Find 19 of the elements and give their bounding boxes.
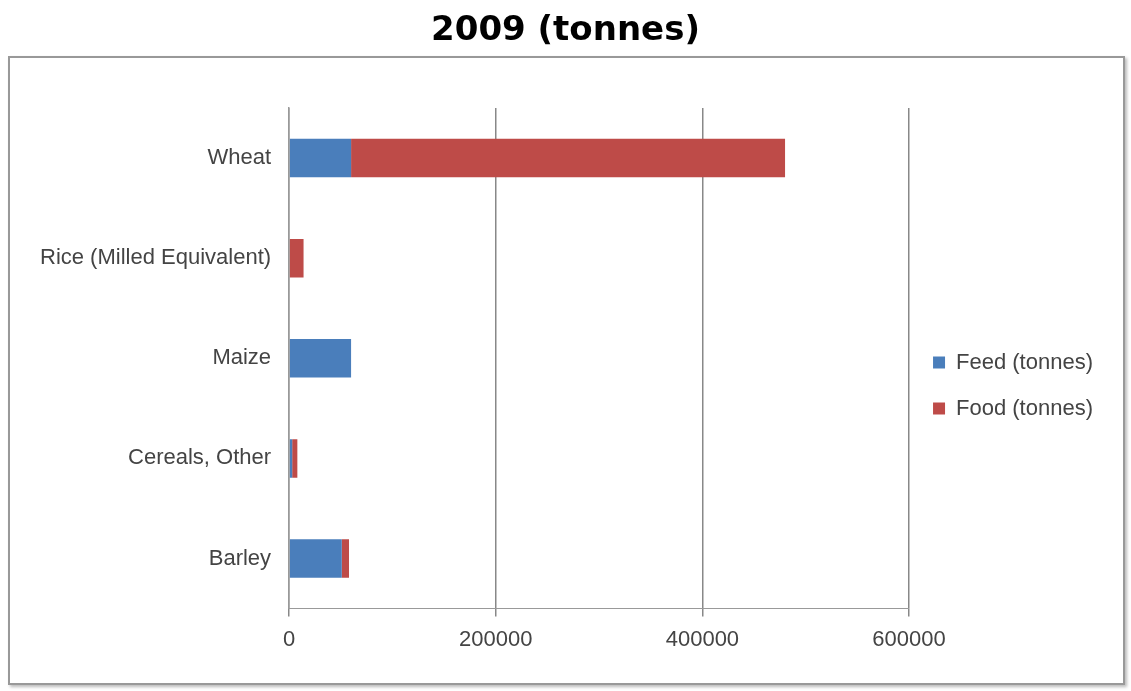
bar	[351, 138, 786, 178]
y-tick-label: Barley	[208, 544, 272, 570]
chart-title: 2009 (tonnes)	[430, 8, 701, 48]
x-tick-label: 600000	[872, 625, 946, 651]
bar	[289, 539, 342, 578]
bar	[341, 539, 350, 578]
y-tick-label: Maize	[212, 344, 272, 370]
y-tick-label: Wheat	[207, 144, 272, 170]
bar	[289, 339, 352, 378]
x-tick-label: 0	[282, 625, 296, 651]
legend-label: Food (tonnes)	[956, 394, 1094, 420]
bar	[292, 439, 298, 478]
x-tick-label: 400000	[665, 625, 740, 651]
legend-label: Feed (tonnes)	[956, 348, 1094, 374]
x-tick-label: 200000	[459, 625, 533, 651]
bar	[289, 138, 352, 178]
y-tick-label: Cereals, Other	[128, 444, 272, 470]
bar	[289, 238, 304, 278]
y-tick-label: Rice (Milled Equivalent)	[39, 244, 272, 270]
